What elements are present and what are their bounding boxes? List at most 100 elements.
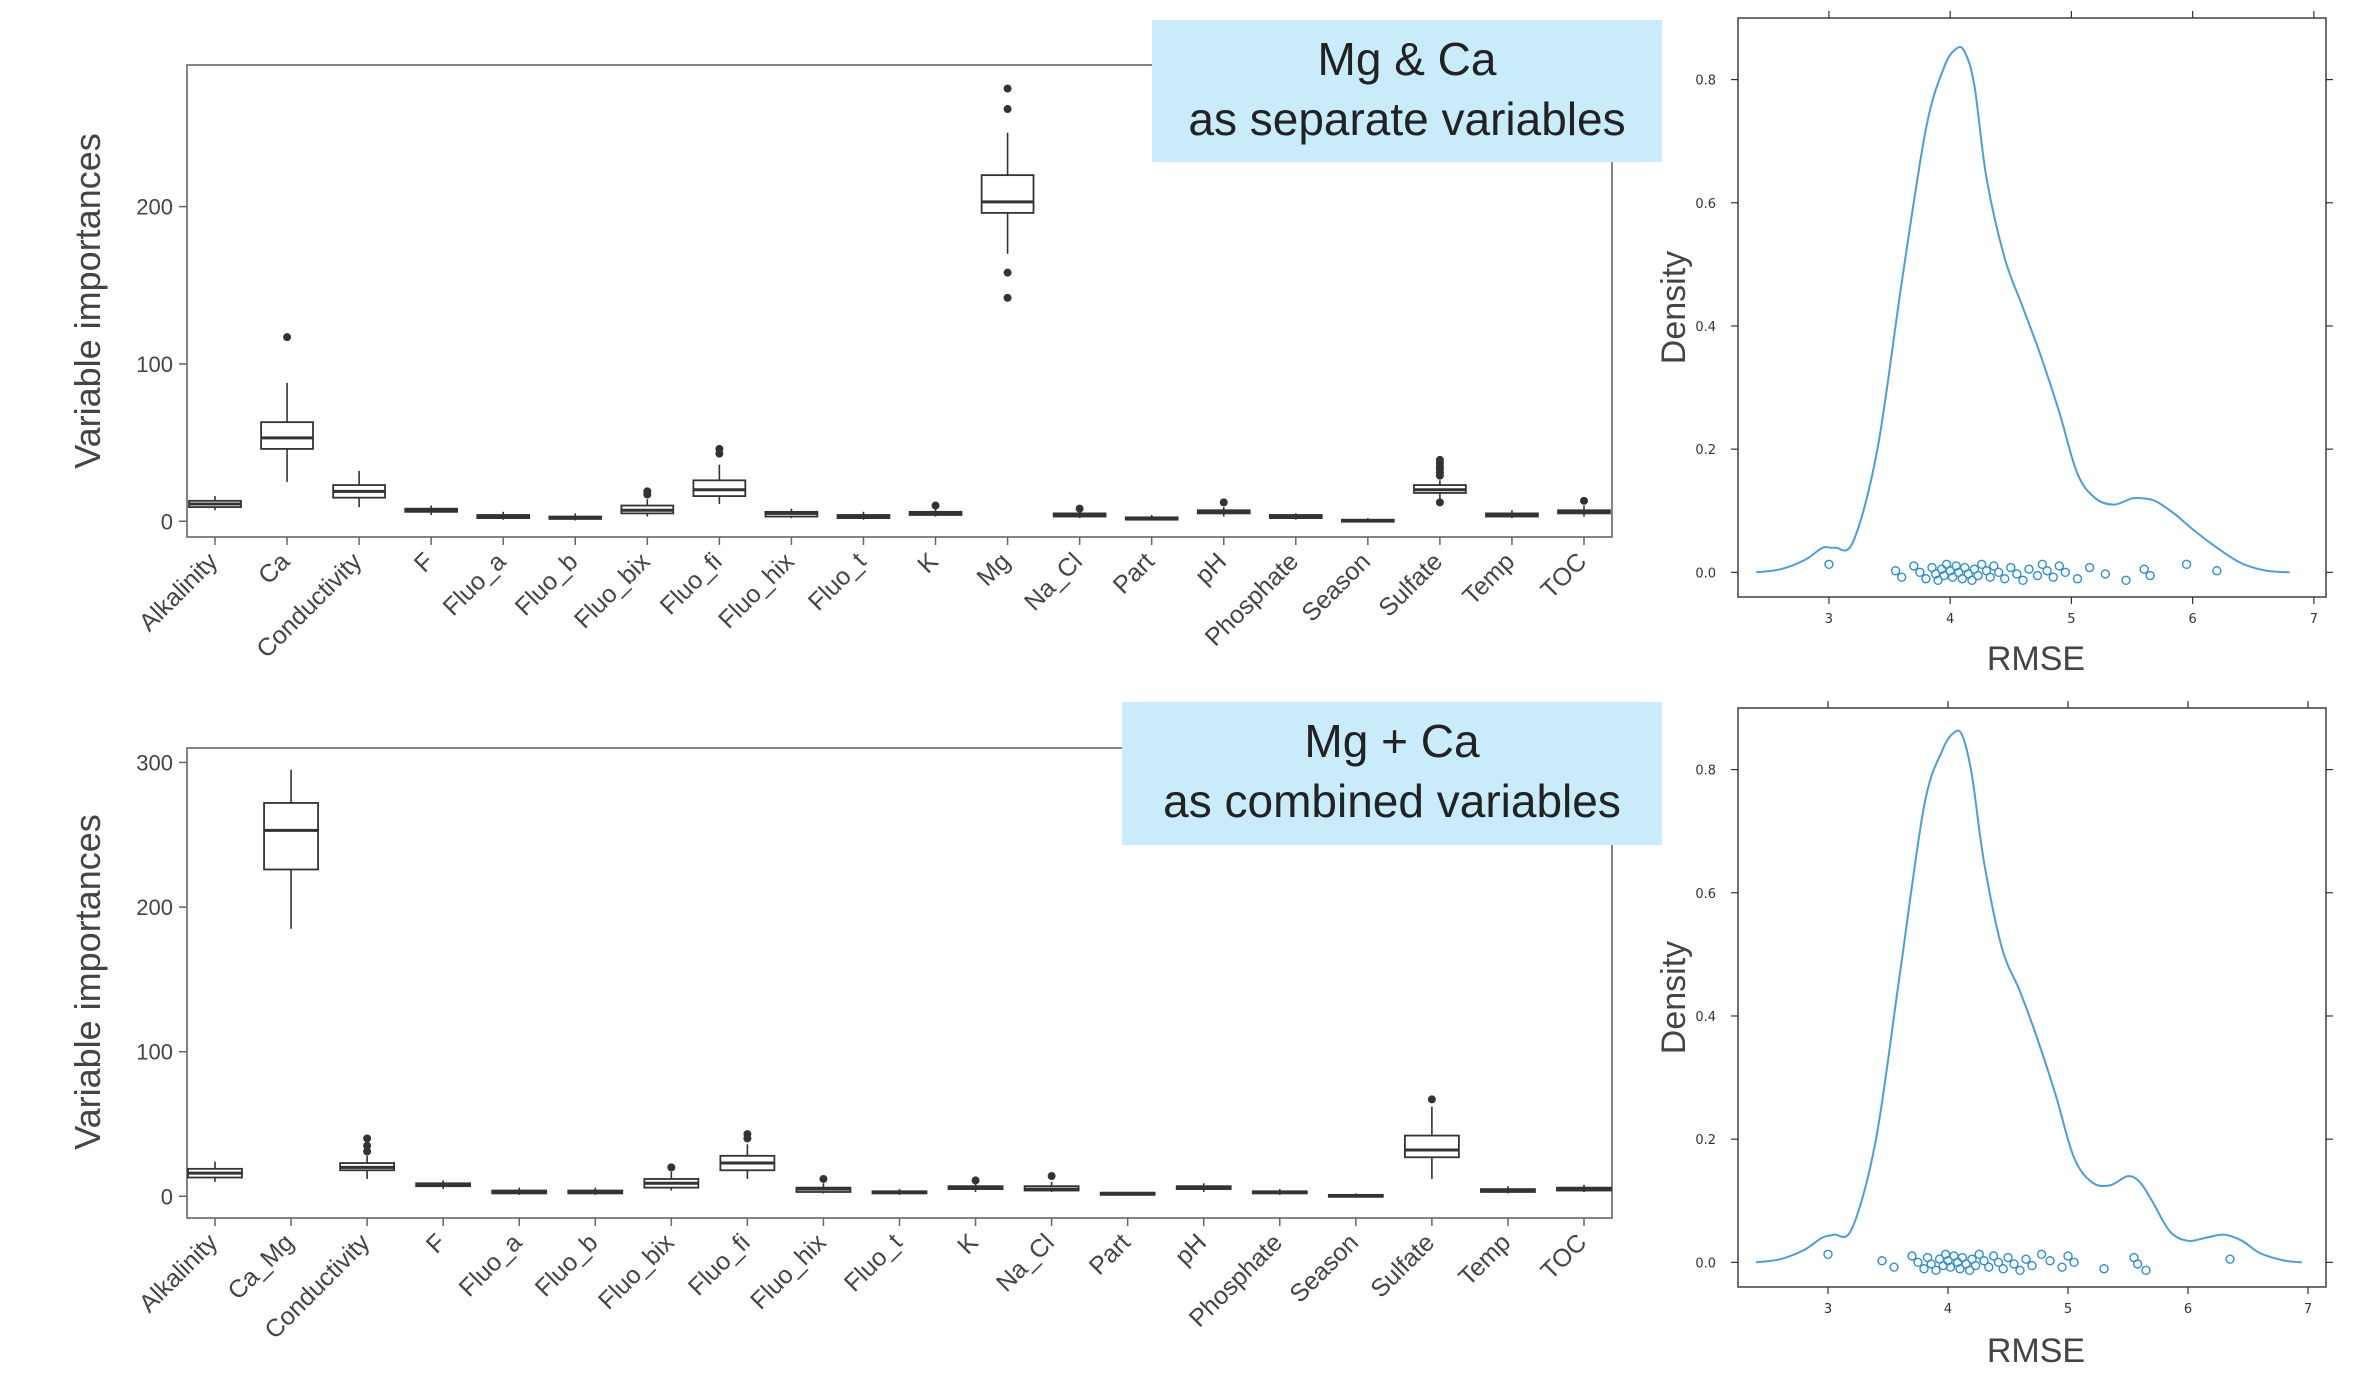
box-Fluo_t xyxy=(836,511,891,520)
box-Fluo_b xyxy=(548,513,603,521)
y-tick-label: 0.6 xyxy=(1695,197,1716,212)
rmse-point xyxy=(2003,1252,2013,1263)
label-line-2: as separate variables xyxy=(1188,93,1625,145)
x-tick-label: 7 xyxy=(2304,1302,2312,1317)
y-tick-label: 300 xyxy=(136,750,173,775)
rmse-point xyxy=(2037,559,2048,570)
rmse-point xyxy=(2069,1257,2079,1268)
y-tick-label: 0.0 xyxy=(1695,566,1716,581)
box-Part xyxy=(1099,1191,1156,1196)
x-tick-label: 6 xyxy=(2184,1302,2192,1317)
rmse-point xyxy=(2054,561,2064,571)
x-tick-label: 4 xyxy=(1946,612,1954,627)
rmse-point xyxy=(2021,1254,2031,1264)
rmse-point xyxy=(2032,570,2043,581)
rmse-point xyxy=(1823,1249,1833,1260)
box-Fluo_bix xyxy=(620,487,675,517)
outlier-point xyxy=(1003,293,1012,302)
outlier-point xyxy=(643,487,652,496)
density-panel-1: 3 4 5 6 7 0.0 0.2 0.4 0.6 0.8 RMSE Density xyxy=(1655,11,2333,678)
rmse-point xyxy=(2225,1254,2235,1264)
rmse-point xyxy=(2072,574,2083,584)
panel-label: Mg & Ca as separate variables xyxy=(1152,20,1662,162)
rmse-point xyxy=(2139,564,2149,574)
y-axis-title: Density xyxy=(1655,941,1693,1054)
x-tick-label: Fluo_hix xyxy=(745,1228,832,1315)
rmse-point xyxy=(2036,1249,2047,1260)
rmse-point xyxy=(2132,1259,2143,1269)
outlier-point xyxy=(363,1134,372,1143)
box-iqr xyxy=(263,802,319,871)
box-K xyxy=(947,1176,1004,1192)
box-Sulfate xyxy=(1413,455,1467,507)
box-Mg xyxy=(980,84,1035,302)
rmse-point xyxy=(1945,1262,1956,1272)
x-tick-label: Fluo_t xyxy=(839,1228,908,1297)
y-tick-label: 0.0 xyxy=(1695,1256,1716,1271)
x-tick-label: K xyxy=(952,1228,984,1260)
rmse-point xyxy=(2048,572,2058,582)
y-tick-label: 100 xyxy=(136,1040,173,1065)
box-F xyxy=(415,1180,472,1190)
rmse-point xyxy=(2057,1262,2067,1272)
rmse-point xyxy=(1964,1265,1975,1276)
rmse-point xyxy=(1989,561,1999,571)
x-tick-label: Season xyxy=(1284,1228,1364,1308)
rmse-point xyxy=(2212,566,2222,576)
rmse-point xyxy=(1945,566,1955,576)
y-tick-label: 0.2 xyxy=(1695,1133,1716,1148)
x-tick-label: Fluo_bix xyxy=(593,1228,680,1315)
box-Fluo_t xyxy=(871,1189,928,1195)
x-tick-label: Na_Cl xyxy=(1019,547,1088,616)
y-tick-label: 0 xyxy=(161,1184,173,1209)
rmse-point xyxy=(2006,562,2016,573)
outlier-point xyxy=(1435,498,1444,507)
label-background xyxy=(1122,702,1662,845)
box-TOC xyxy=(1556,1184,1612,1192)
panels: 0 100 200 Variable importances Alkalinity Ca C… xyxy=(67,11,2333,1370)
box-Na_Cl xyxy=(1052,504,1107,519)
outlier-point xyxy=(1580,496,1588,505)
rmse-point xyxy=(1931,1265,1941,1276)
outlier-point xyxy=(1435,455,1444,464)
x-tick-label: Fluo_b xyxy=(530,1228,604,1302)
rmse-point xyxy=(1933,575,1943,586)
rmse-point xyxy=(2027,1260,2037,1271)
rmse-point xyxy=(1947,572,1958,582)
x-tick-label: Na_Cl xyxy=(991,1228,1060,1297)
box-iqr xyxy=(692,479,747,497)
rmse-point xyxy=(1907,1251,1917,1261)
rmse-point xyxy=(1984,1262,1994,1272)
box-Ca xyxy=(260,333,314,482)
x-tick-label: Fluo_a xyxy=(438,547,512,621)
box-Part xyxy=(1124,514,1179,521)
x-tick-label: TOC xyxy=(1535,1228,1592,1285)
box-Na_Cl xyxy=(1023,1172,1080,1192)
x-axis-title: RMSE xyxy=(1987,640,2085,678)
box-Phosphate xyxy=(1251,1189,1308,1195)
x-tick-label: Fluo_hix xyxy=(713,547,800,634)
box-Fluo_fi xyxy=(692,444,747,504)
rmse-point xyxy=(2045,1256,2055,1266)
rmse-point xyxy=(1889,1262,1899,1272)
x-tick-label: Alkalinity xyxy=(134,547,224,637)
rmse-point xyxy=(2042,566,2052,576)
outlier-point xyxy=(1427,1095,1436,1104)
rmse-point xyxy=(1998,1264,2008,1274)
rmse-point xyxy=(2181,559,2192,570)
rmse-point xyxy=(1951,561,1961,571)
rmse-point xyxy=(1890,566,1901,576)
y-tick-label: 0.8 xyxy=(1695,764,1716,779)
plot-frame xyxy=(186,64,1613,538)
rmse-point xyxy=(1824,559,1834,570)
x-tick-label: Fluo_a xyxy=(454,1228,528,1302)
density-panel-2: 3 4 5 6 7 0.0 0.2 0.4 0.6 0.8 RMSE Density xyxy=(1655,701,2333,1370)
rmse-point xyxy=(2018,575,2028,586)
outlier-point xyxy=(1219,498,1228,507)
y-axis-title: Variable importances xyxy=(67,133,108,469)
rmse-point xyxy=(1993,567,2004,578)
rmse-point xyxy=(1985,572,1995,582)
x-tick-label: 6 xyxy=(2188,612,2196,627)
